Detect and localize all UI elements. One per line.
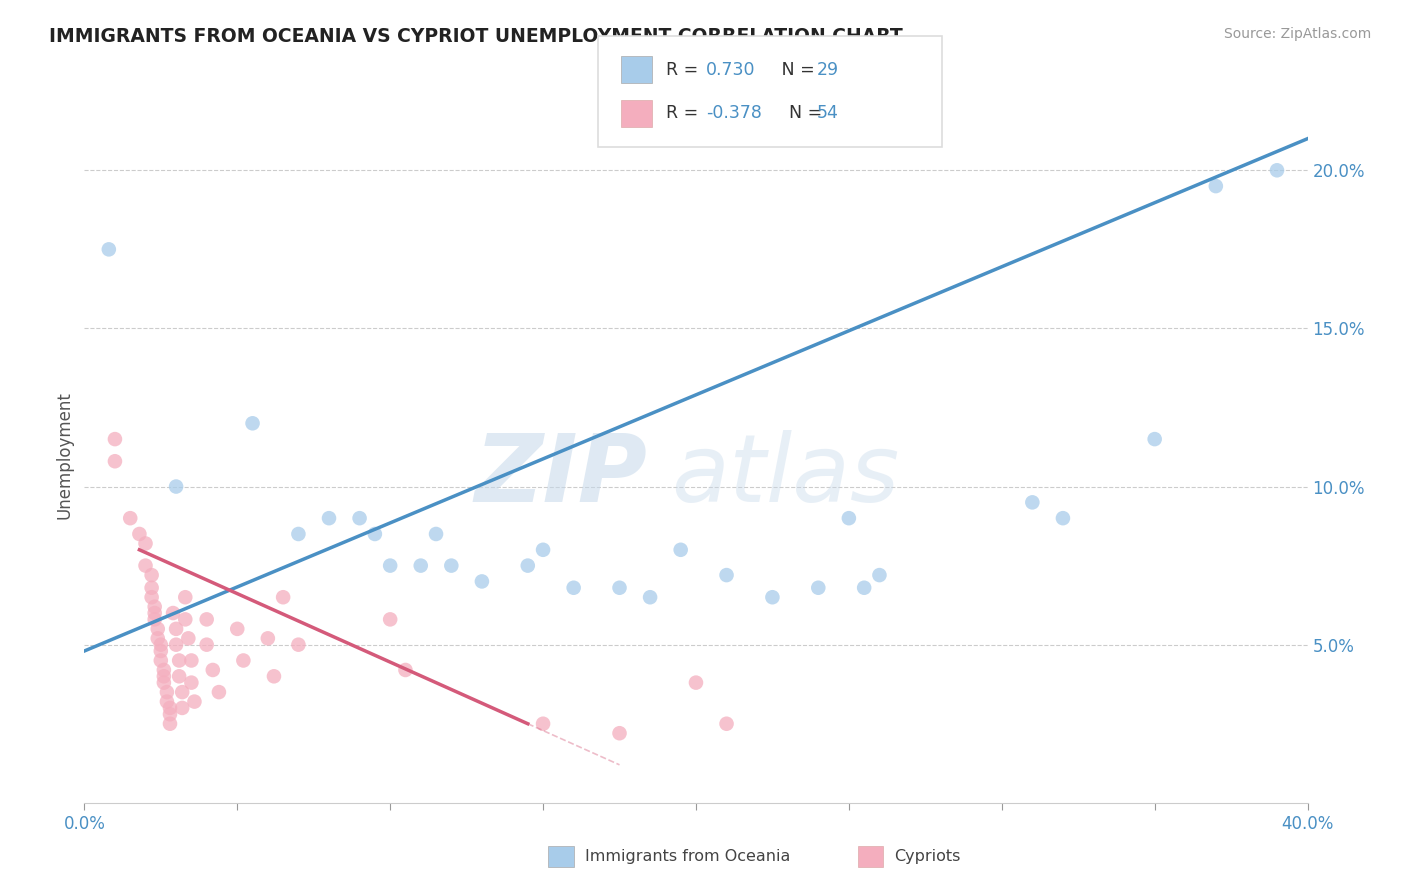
Point [135, 536, 157, 550]
Point [165, 479, 187, 493]
Point [156, 695, 179, 709]
Text: R =: R = [666, 104, 704, 122]
Text: N =: N = [778, 104, 827, 122]
Point [257, 632, 280, 646]
Point [716, 716, 738, 731]
Point [135, 558, 157, 573]
Point [172, 685, 194, 699]
Text: IMMIGRANTS FROM OCEANIA VS CYPRIOT UNEMPLOYMENT CORRELATION CHART: IMMIGRANTS FROM OCEANIA VS CYPRIOT UNEMP… [49, 27, 903, 45]
Point [146, 632, 169, 646]
Point [380, 558, 402, 573]
Point [609, 726, 631, 740]
Point [195, 638, 218, 652]
Point [440, 558, 463, 573]
Point [1265, 163, 1288, 178]
Point [177, 632, 200, 646]
Point [838, 511, 860, 525]
Point [141, 591, 163, 605]
Point [172, 701, 194, 715]
Text: -0.378: -0.378 [706, 104, 762, 122]
Point [153, 663, 176, 677]
Text: 0.730: 0.730 [706, 61, 755, 78]
Point [174, 612, 197, 626]
Point [143, 612, 166, 626]
Point [149, 638, 172, 652]
Text: Immigrants from Oceania: Immigrants from Oceania [585, 849, 790, 863]
Point [531, 542, 554, 557]
Point [195, 612, 218, 626]
Point [364, 527, 387, 541]
Text: atlas: atlas [672, 430, 900, 521]
Text: 29: 29 [817, 61, 839, 78]
Point [128, 527, 150, 541]
Text: Source: ZipAtlas.com: Source: ZipAtlas.com [1223, 27, 1371, 41]
Point [143, 606, 166, 620]
Point [104, 454, 127, 468]
Point [156, 685, 179, 699]
Point [685, 675, 707, 690]
Point [149, 653, 172, 667]
Point [761, 591, 783, 605]
Point [380, 612, 402, 626]
Point [232, 653, 254, 667]
Text: N =: N = [765, 61, 820, 78]
Point [531, 716, 554, 731]
Point [97, 243, 120, 257]
Point [146, 622, 169, 636]
Point [263, 669, 285, 683]
Point [159, 716, 181, 731]
Point [159, 701, 181, 715]
Point [349, 511, 371, 525]
Point [141, 581, 163, 595]
Point [807, 581, 830, 595]
Point [180, 675, 202, 690]
Point [1052, 511, 1074, 525]
Point [174, 591, 197, 605]
Point [669, 542, 692, 557]
Point [153, 669, 176, 683]
Point [149, 644, 172, 658]
Point [562, 581, 585, 595]
Point [287, 638, 309, 652]
Text: Cypriots: Cypriots [894, 849, 960, 863]
Point [226, 622, 249, 636]
Point [167, 669, 190, 683]
Point [104, 432, 127, 446]
Point [471, 574, 494, 589]
Point [165, 638, 187, 652]
Point [853, 581, 876, 595]
Point [141, 568, 163, 582]
Point [167, 653, 190, 667]
Y-axis label: Unemployment: Unemployment [55, 391, 73, 519]
Point [271, 591, 294, 605]
Point [165, 622, 187, 636]
Point [208, 685, 231, 699]
Point [242, 417, 264, 431]
Text: 54: 54 [817, 104, 839, 122]
Text: ZIP: ZIP [474, 430, 647, 522]
Point [716, 568, 738, 582]
Point [638, 591, 661, 605]
Point [1021, 495, 1043, 509]
Point [159, 707, 181, 722]
Point [201, 663, 224, 677]
Point [1143, 432, 1166, 446]
Point [180, 653, 202, 667]
Text: R =: R = [666, 61, 704, 78]
Point [120, 511, 142, 525]
Point [162, 606, 184, 620]
Point [516, 558, 538, 573]
Point [409, 558, 432, 573]
Point [1205, 179, 1227, 194]
Point [318, 511, 340, 525]
Point [425, 527, 447, 541]
Point [869, 568, 891, 582]
Point [394, 663, 416, 677]
Point [143, 599, 166, 614]
Point [609, 581, 631, 595]
Point [183, 695, 205, 709]
Point [287, 527, 309, 541]
Point [153, 675, 176, 690]
